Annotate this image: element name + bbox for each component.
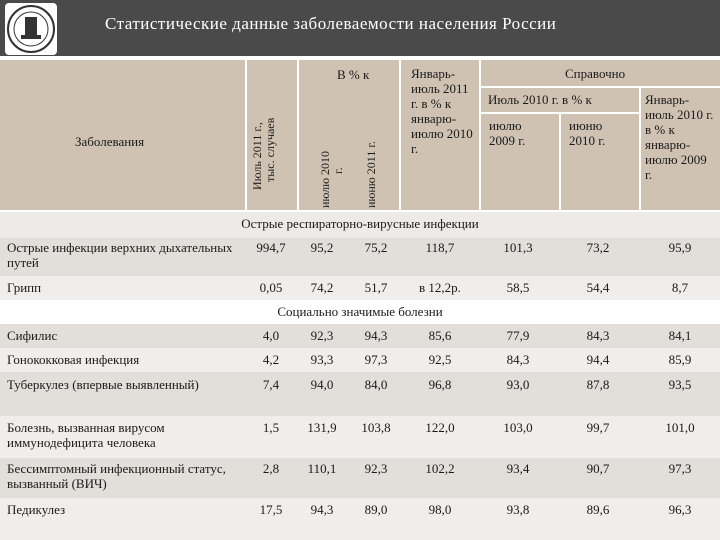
header-july-thousand: Июль 2011 г., тыс. случаев	[250, 117, 277, 190]
table-cell: 89,0	[364, 502, 388, 517]
header-july-thousand-cell: Июль 2011 г., тыс. случаев	[247, 60, 297, 210]
header-july-2010: июлю 2010 г.	[318, 150, 345, 208]
header-jan-jul: Январь-июль 2011 г. в % к январю-июлю 20…	[411, 66, 473, 156]
table-cell: 58,5	[506, 280, 530, 295]
table-cell: 93,0	[506, 377, 530, 392]
row-label: Острые инфекции верхних дыхательных путе…	[7, 240, 233, 270]
header-jan-jul-cell: Январь-июль 2011 г. в % к январю-июлю 20…	[401, 60, 479, 210]
header-reference: Справочно	[565, 66, 626, 81]
table-cell: 4,0	[262, 328, 280, 343]
header-jul2010-pct: Июль 2010 г. в % к	[488, 92, 592, 107]
section-title: Острые респираторно-вирусные инфекции	[241, 216, 479, 231]
table-cell: 93,4	[506, 461, 530, 476]
table-cell: 93,8	[506, 502, 530, 517]
table-cell: 101,3	[503, 240, 533, 255]
table-cell: 85,6	[428, 328, 452, 343]
table-cell: 77,9	[506, 328, 530, 343]
header-jul2010-pct-cell: Июль 2010 г. в % к	[481, 88, 639, 112]
header-reference-cell: Справочно	[481, 60, 720, 86]
header-june-2010: июню 2010 г.	[569, 118, 606, 148]
table-cell: 89,6	[586, 502, 610, 517]
row-label: Педикулез	[7, 502, 66, 517]
row-label: Туберкулез (впервые выявленный)	[7, 377, 199, 392]
table-row	[0, 498, 720, 540]
table-cell: 97,3	[668, 461, 692, 476]
table-cell: 99,7	[586, 420, 610, 435]
table-cell: 96,3	[668, 502, 692, 517]
table-cell: 4,2	[262, 352, 280, 367]
header-july-2009: июлю 2009 г.	[489, 118, 526, 148]
table-cell: 92,5	[428, 352, 452, 367]
table-cell: 994,7	[256, 240, 286, 255]
section-title: Социально значимые болезни	[277, 304, 443, 319]
table-row	[0, 324, 720, 348]
page-title: Статистические данные заболеваемости нас…	[105, 14, 557, 33]
table-cell: 102,2	[425, 461, 455, 476]
table-cell: 110,1	[307, 461, 337, 476]
header-percent-to: В % к	[337, 67, 370, 82]
table-cell: 97,3	[364, 352, 388, 367]
header-june-2011: июню 2011 г.	[364, 141, 378, 208]
table-cell: 122,0	[425, 420, 455, 435]
table-cell: 90,7	[586, 461, 610, 476]
table-cell: 51,7	[364, 280, 388, 295]
table-row	[0, 372, 720, 416]
table-cell: 2,8	[262, 461, 280, 476]
table-cell: 93,3	[310, 352, 334, 367]
table-cell: 92,3	[310, 328, 334, 343]
row-label: Сифилис	[7, 328, 58, 343]
table-cell: 84,3	[586, 328, 610, 343]
section-band	[0, 212, 720, 238]
table-cell: 118,7	[425, 240, 455, 255]
row-label: Бессимптомный инфекционный статус, вызва…	[7, 461, 226, 491]
table-cell: 8,7	[671, 280, 689, 295]
table-row	[0, 276, 720, 300]
header-disease-cell: Заболевания	[0, 60, 245, 210]
table-cell: 94,4	[586, 352, 610, 367]
table-cell: 131,9	[307, 420, 337, 435]
table-cell: 95,2	[310, 240, 334, 255]
table-cell: 94,0	[310, 377, 334, 392]
table-row	[0, 348, 720, 372]
table-cell: 85,9	[668, 352, 692, 367]
table-row	[0, 238, 720, 276]
row-label: Болезнь, вызванная вирусом иммунодефицит…	[7, 420, 165, 450]
title-bar: Статистические данные заболеваемости нас…	[0, 0, 720, 56]
table-cell: 94,3	[364, 328, 388, 343]
table-cell: 101,0	[665, 420, 695, 435]
table-cell: 96,8	[428, 377, 452, 392]
table-cell: 103,0	[503, 420, 533, 435]
header-percent-cell: В % к июлю 2010 г. июню 2011 г.	[299, 60, 399, 210]
table-cell: 17,5	[259, 502, 283, 517]
table-cell: 1,5	[262, 420, 280, 435]
table-cell: 84,3	[506, 352, 530, 367]
header-disease: Заболевания	[75, 134, 145, 149]
table-cell: 93,5	[668, 377, 692, 392]
row-label: Гонококковая инфекция	[7, 352, 140, 367]
table-row	[0, 416, 720, 458]
table-cell: 75,2	[364, 240, 388, 255]
table-cell: 7,4	[262, 377, 280, 392]
emblem-icon	[5, 3, 57, 55]
table-cell: 92,3	[364, 461, 388, 476]
table-cell: 94,3	[310, 502, 334, 517]
table-cell: 87,8	[586, 377, 610, 392]
table-cell: 98,0	[428, 502, 452, 517]
table-cell: 84,1	[668, 328, 692, 343]
table-cell: 84,0	[364, 377, 388, 392]
table-row	[0, 458, 720, 498]
row-label: Грипп	[7, 280, 42, 295]
table-cell: 95,9	[668, 240, 692, 255]
header-june-2010-cell: июню 2010 г.	[561, 114, 639, 210]
header-jan-jul-2010-cell: Январь-июль 2010 г. в % к январю-июлю 20…	[641, 88, 720, 210]
table-cell: в 12,2р.	[419, 280, 461, 295]
table-cell: 54,4	[586, 280, 610, 295]
table-cell: 73,2	[586, 240, 610, 255]
header-jan-jul-2010: Январь-июль 2010 г. в % к январю-июлю 20…	[645, 92, 714, 182]
table-cell: 74,2	[310, 280, 334, 295]
section-band	[0, 300, 720, 324]
header-july-2009-cell: июлю 2009 г.	[481, 114, 559, 210]
table-cell: 103,8	[361, 420, 391, 435]
table-cell: 0,05	[259, 280, 283, 295]
